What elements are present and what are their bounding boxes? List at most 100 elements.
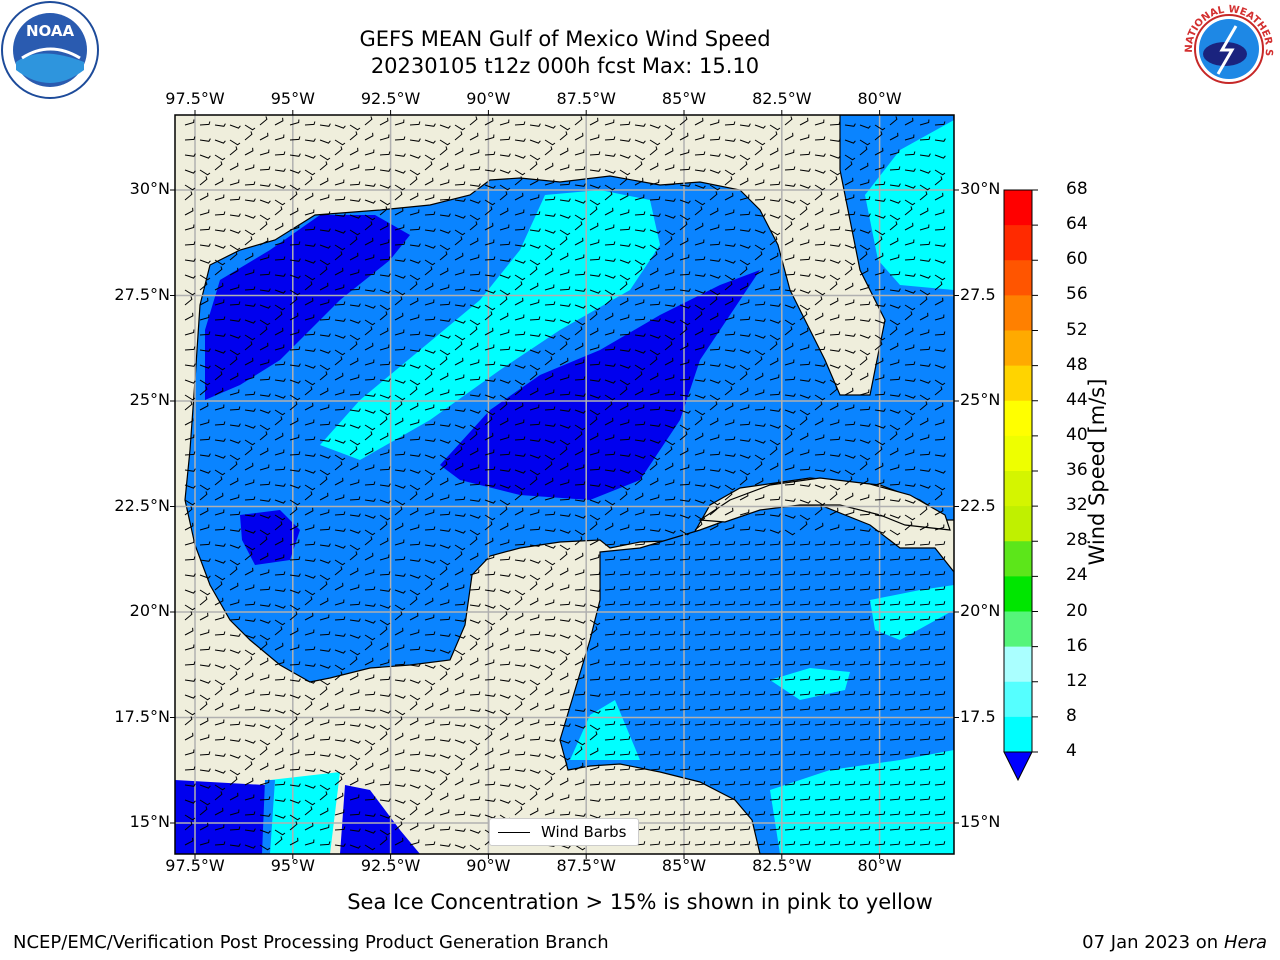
wind-barb (214, 371, 223, 381)
wind-barb (259, 796, 271, 801)
wind-barb (724, 524, 735, 531)
wind-barb (664, 811, 676, 816)
wind-barb (199, 364, 211, 369)
wind-barb (559, 672, 569, 681)
wind-barb (559, 269, 570, 276)
wind-barb (919, 586, 931, 591)
wind-barb (439, 244, 451, 251)
wind-barb (859, 601, 871, 606)
wind-barb (814, 191, 823, 201)
wind-barb (709, 363, 721, 367)
wind-barb (919, 676, 931, 681)
wind-barb (274, 724, 286, 731)
wind-barb (694, 811, 706, 816)
wind-barb (409, 701, 418, 711)
wind-barb (814, 541, 826, 546)
wind-barb (649, 511, 661, 516)
wind-barb (499, 191, 508, 201)
wind-barb (709, 394, 721, 401)
wind-barb (724, 826, 736, 831)
wind-barb (304, 589, 316, 596)
wind-barb (754, 372, 764, 381)
wind-barb (649, 356, 658, 366)
wind-barb (649, 781, 661, 786)
wind-barb (889, 811, 901, 816)
wind-barb (274, 626, 283, 636)
wind-barb (439, 494, 450, 501)
wind-barb (934, 781, 946, 786)
wind-barb (289, 119, 300, 126)
wind-barb (454, 529, 466, 534)
wind-barb (484, 626, 493, 636)
wind-barb (709, 661, 721, 666)
wind-barb (709, 796, 721, 801)
wind-barb (394, 169, 406, 174)
wind-barb (304, 386, 313, 396)
wind-barb (379, 537, 389, 546)
wind-barb (304, 822, 314, 831)
wind-barb (919, 434, 930, 441)
wind-barb (574, 481, 586, 486)
wind-barb (304, 541, 316, 546)
wind-barb (934, 154, 946, 159)
wind-barb (229, 179, 240, 186)
wind-barb (439, 769, 451, 776)
wind-barb (394, 611, 403, 621)
wind-barb (484, 117, 494, 126)
wind-barb (229, 356, 238, 366)
wind-barb (829, 226, 841, 231)
wind-barb (859, 661, 871, 666)
wind-barb (904, 514, 916, 521)
wind-barb (799, 449, 810, 456)
wind-barb (664, 796, 676, 801)
wind-barb (394, 522, 404, 531)
wind-barb (184, 627, 194, 636)
wind-barb (454, 672, 464, 681)
wind-barb (709, 346, 721, 351)
wind-barb (529, 244, 541, 249)
wind-barb (274, 409, 286, 416)
wind-barb (199, 751, 211, 756)
wind-barb (364, 199, 376, 204)
wind-band-below-4 (205, 215, 410, 400)
wind-barb (484, 409, 496, 416)
wind-barb (244, 761, 253, 771)
wind-barb (544, 633, 556, 637)
wind-barb (544, 528, 556, 532)
wind-barb (349, 357, 359, 366)
wind-barb (244, 286, 256, 291)
wind-barb (679, 586, 691, 591)
wind-barb (859, 139, 871, 146)
wind-barb (709, 826, 721, 831)
wind-barb (664, 229, 676, 236)
wind-barb (904, 631, 916, 636)
wind-barb (754, 162, 764, 171)
wind-barb (634, 177, 644, 186)
wind-barb (829, 736, 841, 741)
wind-barb (304, 768, 316, 772)
wind-barb (829, 484, 841, 491)
wind-barb (709, 379, 721, 384)
wind-barb (259, 529, 271, 536)
wind-barb (484, 199, 496, 206)
wind-barb (844, 571, 856, 576)
wind-barb (559, 723, 571, 727)
wind-barb (814, 329, 825, 336)
wind-barb (289, 346, 301, 351)
wind-barb (589, 311, 598, 321)
wind-barb (649, 766, 661, 771)
wind-barb (304, 734, 315, 741)
wind-barb (649, 146, 658, 156)
wind-barb (859, 528, 871, 532)
colorbar-segment (1004, 541, 1032, 577)
wind-barb (784, 481, 796, 486)
wind-barb (274, 304, 286, 311)
wind-barb (409, 331, 421, 336)
wind-barb (649, 301, 661, 306)
wind-barb (859, 213, 871, 217)
wind-barb (919, 826, 931, 831)
wind-barb (334, 372, 344, 381)
wind-barb (529, 266, 538, 276)
wind-barb (514, 484, 526, 491)
wind-barb (529, 664, 541, 669)
